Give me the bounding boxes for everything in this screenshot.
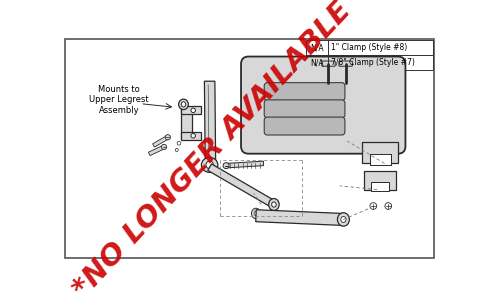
Ellipse shape — [341, 217, 346, 222]
Ellipse shape — [385, 202, 392, 209]
Bar — [364, 171, 396, 190]
FancyBboxPatch shape — [264, 117, 345, 135]
Ellipse shape — [202, 158, 218, 172]
Bar — [306, 55, 433, 70]
Text: Mounts to
Upper Legrest
Assembly: Mounts to Upper Legrest Assembly — [90, 85, 149, 115]
Bar — [370, 154, 390, 165]
Ellipse shape — [177, 141, 181, 145]
Bar — [362, 142, 398, 164]
FancyBboxPatch shape — [322, 61, 335, 66]
Text: 1" Clamp (Style #8): 1" Clamp (Style #8) — [332, 43, 407, 52]
Polygon shape — [204, 81, 216, 160]
Polygon shape — [226, 161, 264, 168]
Bar — [181, 107, 192, 139]
Ellipse shape — [162, 144, 166, 150]
FancyBboxPatch shape — [241, 56, 406, 154]
Text: N/A: N/A — [310, 43, 324, 52]
Ellipse shape — [268, 199, 279, 211]
Bar — [306, 40, 433, 55]
Bar — [181, 132, 201, 140]
Polygon shape — [208, 164, 276, 208]
Text: N/A: N/A — [310, 58, 324, 67]
FancyBboxPatch shape — [264, 100, 345, 118]
Ellipse shape — [191, 134, 196, 138]
Ellipse shape — [272, 202, 276, 207]
Text: 7/8" Clamp (Style #7): 7/8" Clamp (Style #7) — [332, 58, 415, 67]
Ellipse shape — [176, 148, 178, 152]
Polygon shape — [152, 136, 168, 147]
Ellipse shape — [178, 99, 188, 110]
Ellipse shape — [181, 102, 186, 107]
Bar — [181, 106, 201, 114]
FancyBboxPatch shape — [264, 83, 345, 101]
Ellipse shape — [254, 211, 258, 216]
FancyBboxPatch shape — [339, 61, 352, 66]
Ellipse shape — [252, 208, 260, 219]
Ellipse shape — [370, 202, 376, 209]
Ellipse shape — [223, 163, 229, 169]
Polygon shape — [256, 210, 344, 225]
Ellipse shape — [165, 135, 170, 140]
Ellipse shape — [191, 108, 196, 112]
Ellipse shape — [206, 161, 214, 169]
Polygon shape — [148, 145, 165, 156]
Text: *NO LONGER AVAILABLE: *NO LONGER AVAILABLE — [68, 0, 357, 300]
Bar — [371, 182, 389, 191]
Ellipse shape — [338, 213, 349, 226]
